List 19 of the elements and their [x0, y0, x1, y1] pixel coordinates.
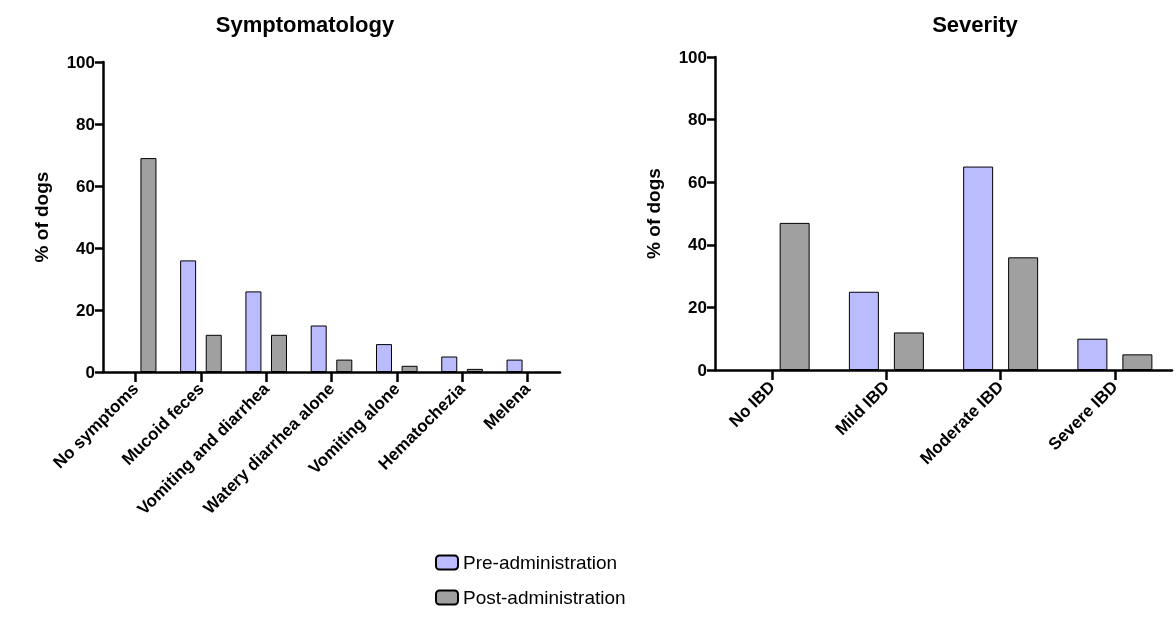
- x-tick-label: No IBD: [725, 377, 779, 431]
- y-tick-label: 100: [66, 52, 95, 72]
- y-tick-label: 60: [688, 172, 707, 192]
- y-tick-label: 0: [697, 360, 707, 380]
- legend-label: Post-administration: [463, 587, 626, 608]
- y-tick-label: 60: [76, 176, 95, 196]
- chart-title: Severity: [932, 11, 1019, 37]
- y-tick-label: 0: [85, 362, 95, 382]
- y-tick-label: 40: [688, 235, 707, 255]
- y-tick-label: 80: [688, 110, 707, 130]
- y-tick-label: 20: [76, 300, 95, 320]
- y-tick-label: 40: [76, 238, 95, 258]
- y-axis-title: % of dogs: [643, 168, 664, 259]
- y-tick-label: 100: [678, 47, 707, 67]
- y-axis-title: % of dogs: [31, 171, 52, 263]
- chart-title: Symptomatology: [215, 11, 395, 37]
- legend-label: Pre-administration: [463, 552, 618, 573]
- y-tick-label: 20: [688, 297, 707, 317]
- y-tick-label: 80: [76, 114, 95, 134]
